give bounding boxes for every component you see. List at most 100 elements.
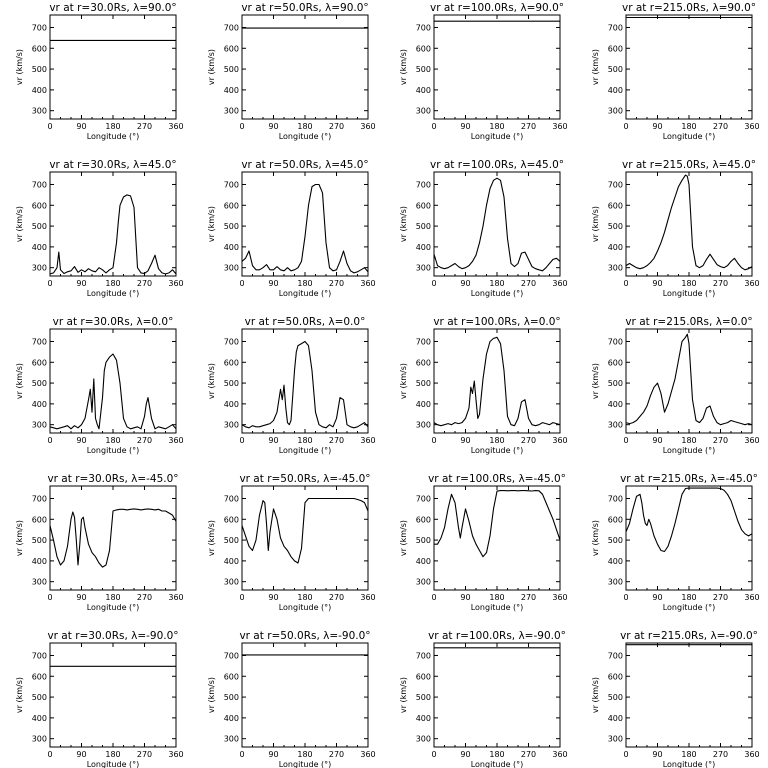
y-tick-label: 300: [416, 107, 431, 116]
y-axis-label: vr (km/s): [591, 49, 600, 85]
x-tick-label: 180: [297, 750, 312, 759]
y-tick-label: 400: [416, 86, 431, 95]
y-axis-label: vr (km/s): [15, 677, 24, 713]
panel-title: vr at r=30.0Rs, λ=-90.0°: [47, 630, 178, 642]
x-tick-label: 90: [268, 122, 278, 131]
y-tick-label: 600: [32, 358, 47, 367]
y-axis-label: vr (km/s): [399, 520, 408, 556]
plot-frame: [433, 171, 561, 277]
y-tick-label: 700: [416, 23, 431, 32]
y-tick-label: 700: [416, 494, 431, 503]
x-tick-label: 360: [360, 436, 375, 445]
x-axis-label: Longitude (°): [471, 760, 524, 768]
x-tick-label: 360: [360, 593, 375, 602]
y-tick-label: 400: [224, 557, 239, 566]
y-axis-label: vr (km/s): [15, 49, 24, 85]
x-tick-label: 360: [168, 750, 183, 759]
y-tick-label: 700: [224, 337, 239, 346]
x-tick-label: 270: [137, 750, 152, 759]
vr-series-line: [49, 508, 177, 568]
y-tick-label: 700: [608, 337, 623, 346]
x-tick-label: 360: [168, 436, 183, 445]
x-tick-label: 180: [489, 122, 504, 131]
y-tick-label: 700: [224, 651, 239, 660]
x-tick-label: 270: [137, 436, 152, 445]
vr-series-line: [241, 497, 369, 564]
y-tick-label: 500: [608, 222, 623, 231]
y-tick-label: 600: [608, 44, 623, 53]
x-tick-label: 90: [76, 122, 86, 131]
plot-frame: [241, 642, 369, 748]
x-axis-label: Longitude (°): [471, 603, 524, 612]
y-tick-label: 700: [32, 23, 47, 32]
x-tick-label: 180: [297, 279, 312, 288]
vr-series-line: [241, 340, 369, 429]
panel-title: vr at r=30.0Rs, λ=90.0°: [49, 2, 176, 14]
x-tick-label: 360: [744, 122, 759, 131]
y-axis-label: vr (km/s): [207, 206, 216, 242]
y-tick-label: 700: [32, 494, 47, 503]
panel-2: vr at r=50.0Rs, λ=90.0° 0 90 180 270 360 300 40…: [207, 2, 376, 141]
y-tick-label: 600: [608, 672, 623, 681]
plot-frame: [241, 14, 369, 120]
y-tick-label: 300: [416, 735, 431, 744]
y-tick-label: 600: [608, 358, 623, 367]
x-tick-label: 0: [623, 279, 628, 288]
x-tick-label: 270: [137, 279, 152, 288]
x-axis-label: Longitude (°): [471, 132, 524, 141]
x-axis-label: Longitude (°): [87, 446, 140, 455]
y-tick-label: 700: [608, 494, 623, 503]
x-tick-label: 0: [47, 436, 52, 445]
y-tick-label: 500: [224, 222, 239, 231]
y-tick-label: 500: [608, 693, 623, 702]
y-tick-label: 300: [32, 421, 47, 430]
panel-1: vr at r=30.0Rs, λ=90.0° 0 90 180 270 360 300 40…: [15, 2, 184, 141]
x-tick-label: 90: [460, 436, 470, 445]
plot-frame: [241, 328, 369, 434]
x-tick-label: 90: [460, 122, 470, 131]
x-tick-label: 270: [329, 122, 344, 131]
panel-20: vr at r=215.0Rs, λ=-90.0° 0 90 180 270 360 300…: [591, 630, 760, 768]
x-tick-label: 270: [521, 279, 536, 288]
x-tick-label: 0: [239, 436, 244, 445]
plot-frame: [433, 328, 561, 434]
y-tick-label: 700: [608, 180, 623, 189]
x-tick-label: 180: [681, 279, 696, 288]
y-tick-label: 500: [32, 222, 47, 231]
plot-frame: [433, 485, 561, 591]
x-axis-label: Longitude (°): [87, 760, 140, 768]
x-tick-label: 360: [552, 593, 567, 602]
panel-12: vr at r=215.0Rs, λ=0.0° 0 90 180 270 360 300 40…: [591, 316, 760, 455]
y-axis-label: vr (km/s): [207, 520, 216, 556]
y-tick-label: 400: [416, 400, 431, 409]
x-tick-label: 0: [239, 593, 244, 602]
vr-series-line: [434, 490, 561, 558]
y-tick-label: 600: [32, 515, 47, 524]
x-tick-label: 0: [47, 593, 52, 602]
x-axis-label: Longitude (°): [471, 446, 524, 455]
panel-title: vr at r=215.0Rs, λ=0.0°: [625, 316, 752, 328]
panel-14: vr at r=50.0Rs, λ=-45.0° 0 90 180 270 360 300 4…: [207, 473, 376, 612]
vr-series-line: [625, 333, 753, 426]
x-tick-label: 270: [713, 122, 728, 131]
y-tick-label: 300: [608, 264, 623, 273]
y-axis-label: vr (km/s): [207, 49, 216, 85]
vr-series-line: [625, 174, 753, 271]
x-axis-label: Longitude (°): [279, 132, 332, 141]
x-tick-label: 360: [552, 750, 567, 759]
x-tick-label: 270: [521, 750, 536, 759]
panel-title: vr at r=50.0Rs, λ=0.0°: [245, 316, 366, 328]
y-tick-label: 500: [416, 65, 431, 74]
panel-title: vr at r=100.0Rs, λ=90.0°: [430, 2, 564, 14]
y-tick-label: 500: [608, 65, 623, 74]
panel-title: vr at r=215.0Rs, λ=45.0°: [622, 159, 756, 171]
y-tick-label: 300: [608, 421, 623, 430]
y-tick-label: 600: [224, 515, 239, 524]
x-tick-label: 180: [489, 279, 504, 288]
x-axis-label: Longitude (°): [279, 760, 332, 768]
panel-title: vr at r=50.0Rs, λ=90.0°: [241, 2, 368, 14]
y-tick-label: 400: [608, 714, 623, 723]
y-axis-label: vr (km/s): [591, 520, 600, 556]
panel-13: vr at r=30.0Rs, λ=-45.0° 0 90 180 270 360 300 4…: [15, 473, 184, 612]
x-tick-label: 90: [652, 279, 662, 288]
